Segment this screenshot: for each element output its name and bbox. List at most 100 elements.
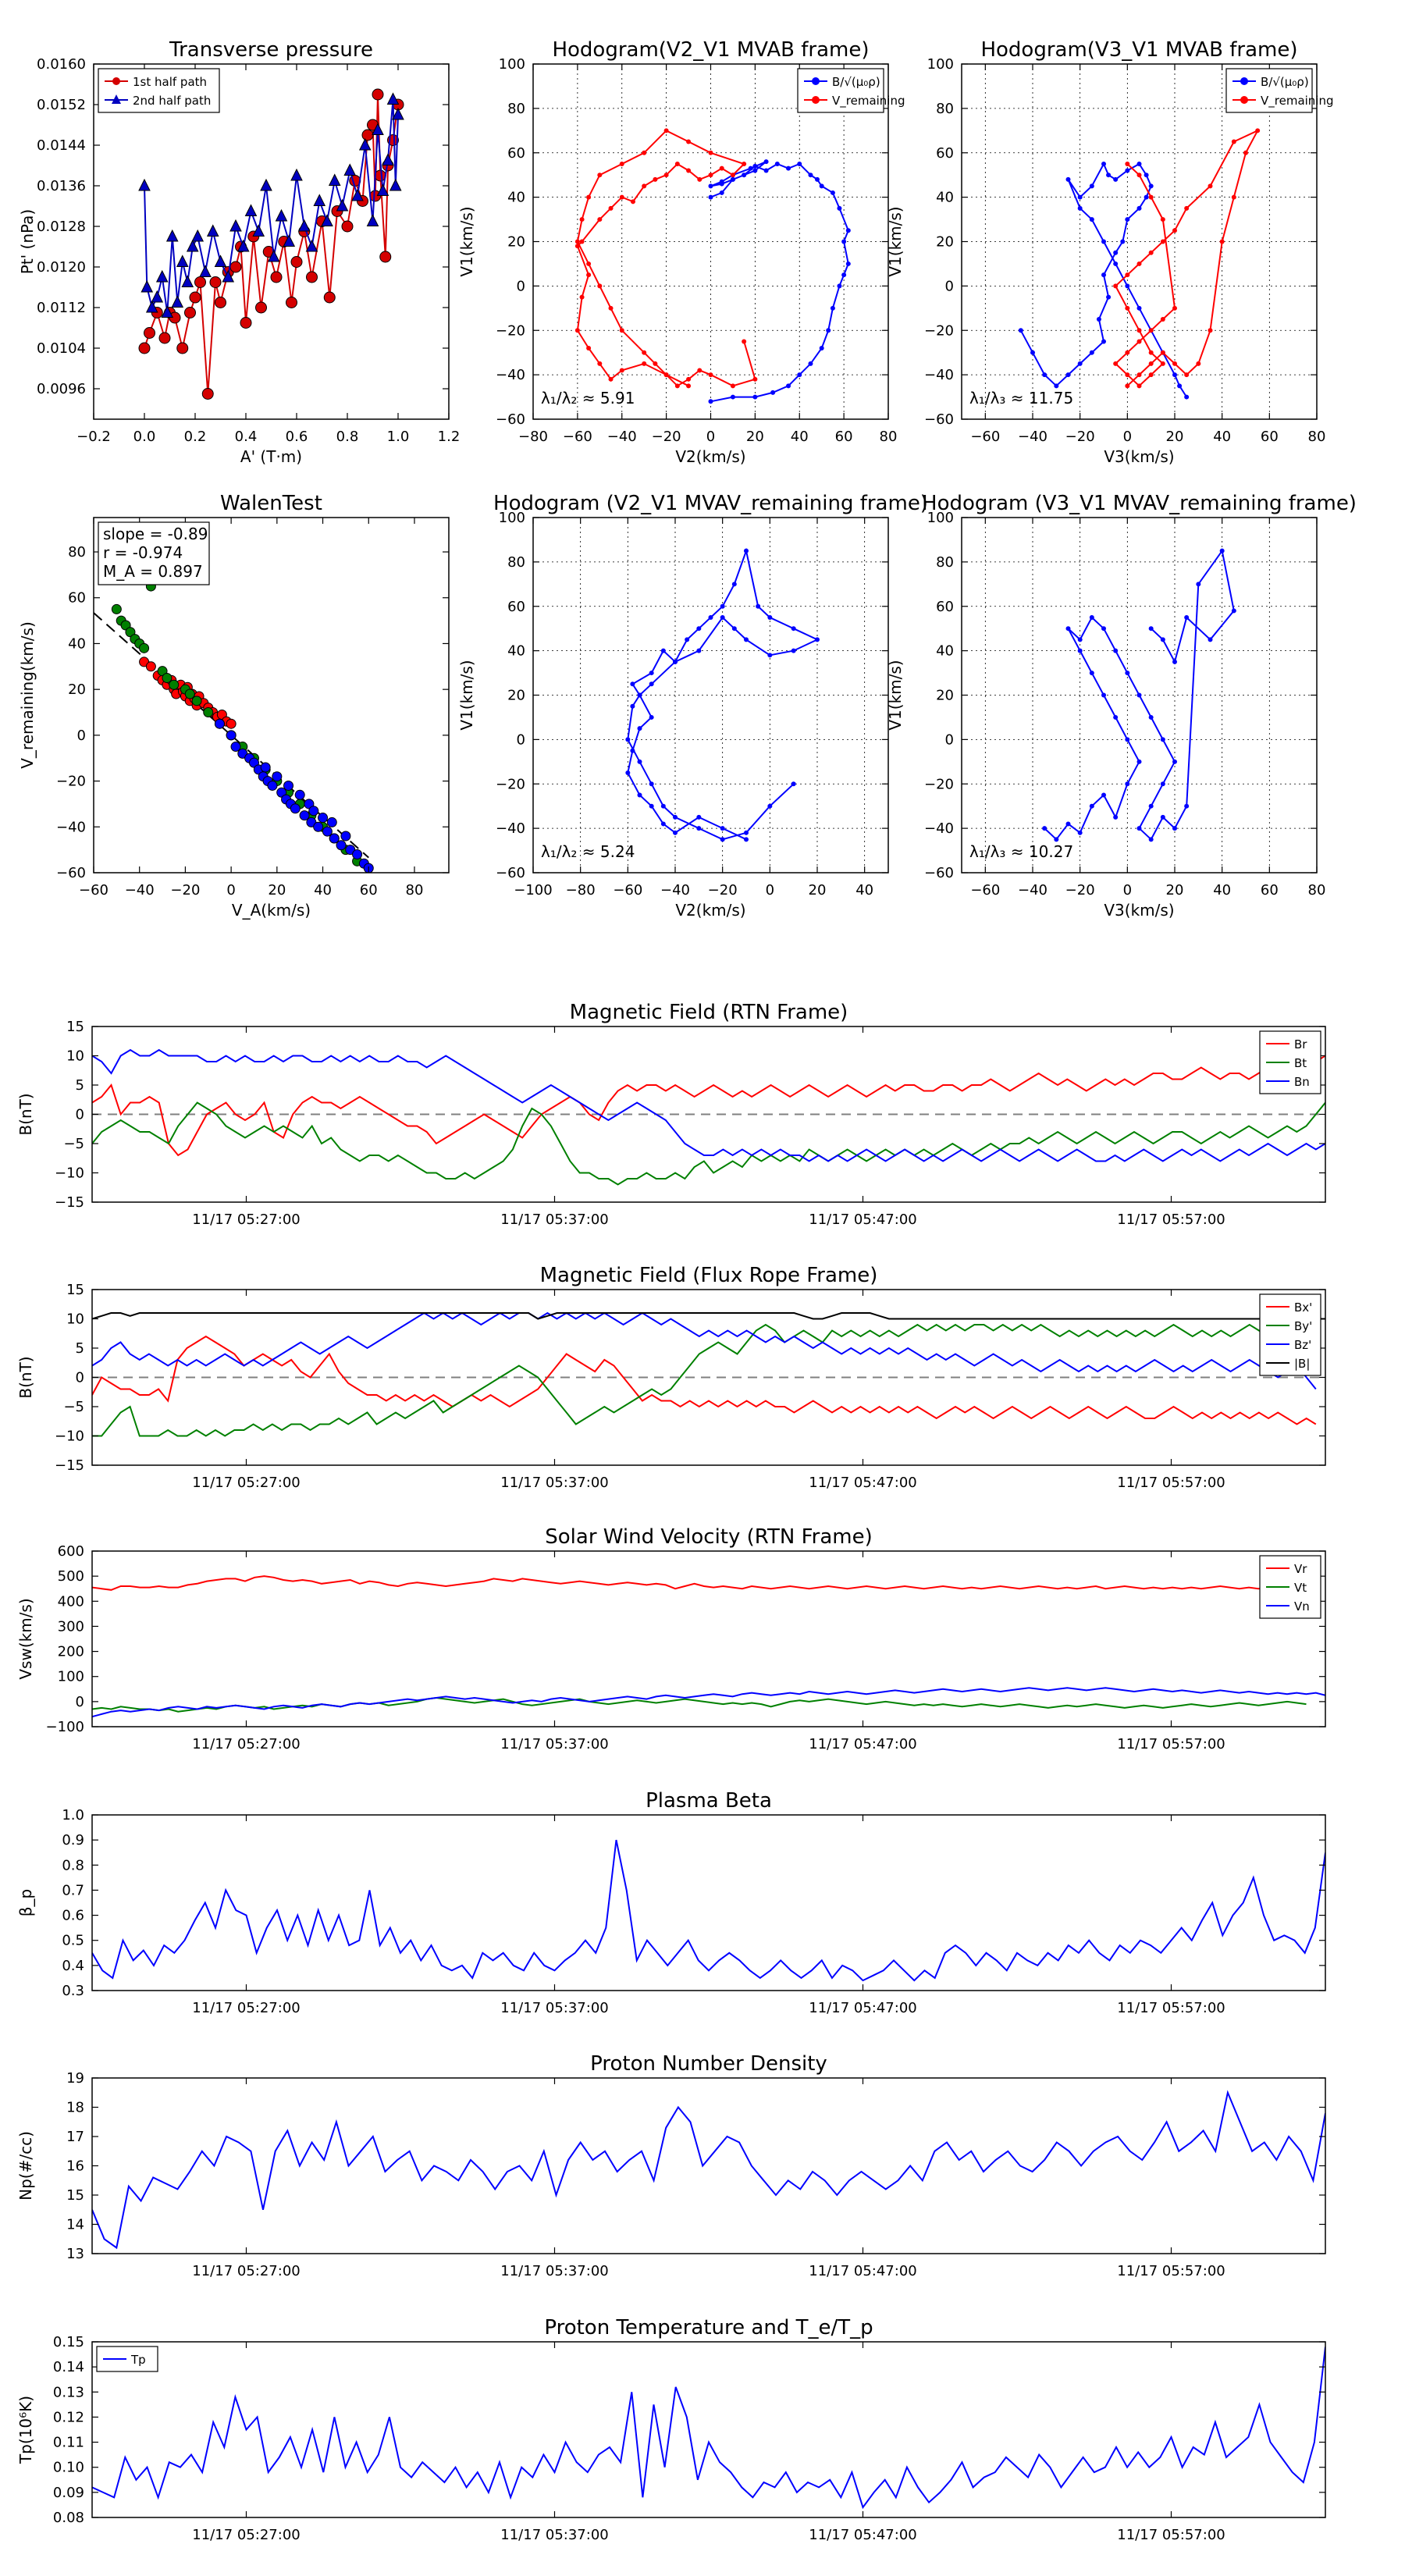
data-point (260, 762, 271, 773)
data-point (283, 234, 296, 247)
y-tick-label: 0 (945, 731, 954, 748)
x-tick-label: −20 (708, 882, 738, 898)
data-point (252, 224, 265, 237)
series-line-Br (92, 1055, 1325, 1157)
data-point (382, 153, 394, 165)
data-point (1101, 339, 1106, 344)
x-tick-label: 20 (746, 429, 764, 445)
chart-title: Proton Number Density (590, 2052, 827, 2076)
data-point (642, 183, 647, 189)
data-point (786, 383, 791, 389)
data-point (1125, 372, 1130, 378)
data-point (1172, 826, 1177, 831)
data-point (663, 372, 669, 378)
x-tick-label: 11/17 05:27:00 (192, 1212, 300, 1228)
legend-label: |B| (1294, 1357, 1310, 1371)
x-tick-label: 0 (706, 429, 715, 445)
series-line-Vn (92, 1687, 1325, 1718)
data-point (1160, 317, 1165, 322)
x-tick-label: 80 (1308, 882, 1326, 898)
data-point (1106, 294, 1112, 300)
data-point (1113, 250, 1119, 255)
data-point (1160, 781, 1165, 787)
y-tick-label: 80 (507, 554, 525, 571)
legend-label: Br (1294, 1037, 1307, 1051)
data-point (1208, 637, 1213, 642)
legend: Tp (96, 2346, 158, 2372)
series-line-V_remaining (1114, 129, 1260, 387)
data-point (1136, 305, 1142, 311)
data-point (1042, 826, 1048, 831)
x-tick-label: 80 (406, 882, 424, 898)
y-tick-label: 0 (76, 1694, 84, 1710)
y-axis-label: V_remaining(km/s) (18, 621, 37, 769)
data-point (730, 383, 735, 389)
data-point (139, 642, 150, 653)
data-point (660, 648, 666, 653)
data-point (642, 361, 647, 366)
data-point (270, 271, 283, 283)
data-point (830, 190, 835, 195)
data-point (1148, 372, 1154, 378)
data-point (229, 219, 242, 232)
data-point (1148, 328, 1154, 333)
series-group (138, 88, 404, 400)
y-tick-label: 0 (945, 278, 954, 294)
data-point (808, 173, 813, 178)
y-axis-label: Np(#/cc) (16, 2131, 35, 2201)
y-tick-label: 0 (76, 1370, 84, 1386)
y-tick-label: 20 (507, 234, 525, 251)
data-point (1148, 803, 1154, 809)
series-line-Vr (92, 1575, 1316, 1591)
x-tick-label: 11/17 05:47:00 (809, 1475, 916, 1491)
fit-stats-box (98, 521, 210, 585)
data-point (649, 714, 654, 720)
y-tick-label: 0.5 (62, 1933, 84, 1949)
series-line-Bz' (92, 1311, 1317, 1390)
data-point (837, 283, 842, 289)
x-tick-label: −0.2 (76, 429, 111, 445)
x-tick-label: 0.4 (235, 429, 258, 445)
x-tick-label: 60 (1261, 882, 1279, 898)
data-point (1136, 173, 1142, 178)
data-point (1113, 648, 1119, 653)
legend-box (98, 68, 220, 113)
data-point (361, 129, 374, 141)
data-point (1196, 582, 1201, 587)
data-point (379, 251, 392, 263)
x-tick-label: 0.0 (133, 429, 156, 445)
x-tick-label: −60 (79, 882, 108, 898)
legend-label: Bz' (1294, 1338, 1311, 1352)
data-point (770, 390, 776, 395)
data-point (756, 603, 761, 609)
data-point (574, 328, 580, 333)
legend-label: 1st half path (133, 75, 207, 89)
data-point (1054, 837, 1059, 842)
y-axis-label: V1(km/s) (886, 206, 905, 276)
legend-label: Bt (1294, 1056, 1307, 1070)
data-point (313, 821, 324, 832)
data-point (608, 205, 614, 211)
data-point (336, 840, 347, 851)
data-point (215, 297, 226, 308)
x-tick-label: 40 (314, 882, 332, 898)
data-point (686, 139, 692, 144)
legend-box (1225, 68, 1313, 113)
y-tick-label: 0.15 (53, 2334, 84, 2350)
y-tick-label: −20 (924, 776, 954, 792)
data-point (1101, 272, 1106, 278)
data-point (145, 661, 156, 672)
data-point (731, 626, 737, 632)
data-point (144, 327, 155, 339)
data-point (1148, 350, 1154, 355)
y-axis-label: V1(km/s) (457, 206, 476, 276)
x-tick-label: −80 (518, 429, 548, 445)
data-point (663, 128, 669, 133)
data-point (786, 165, 791, 171)
data-point (720, 614, 725, 620)
y-tick-label: 15 (66, 1019, 84, 1035)
data-point (1219, 548, 1225, 553)
data-point (1077, 830, 1083, 835)
legend: 1st half path 2nd half path (98, 68, 220, 113)
x-tick-label: −60 (613, 882, 642, 898)
